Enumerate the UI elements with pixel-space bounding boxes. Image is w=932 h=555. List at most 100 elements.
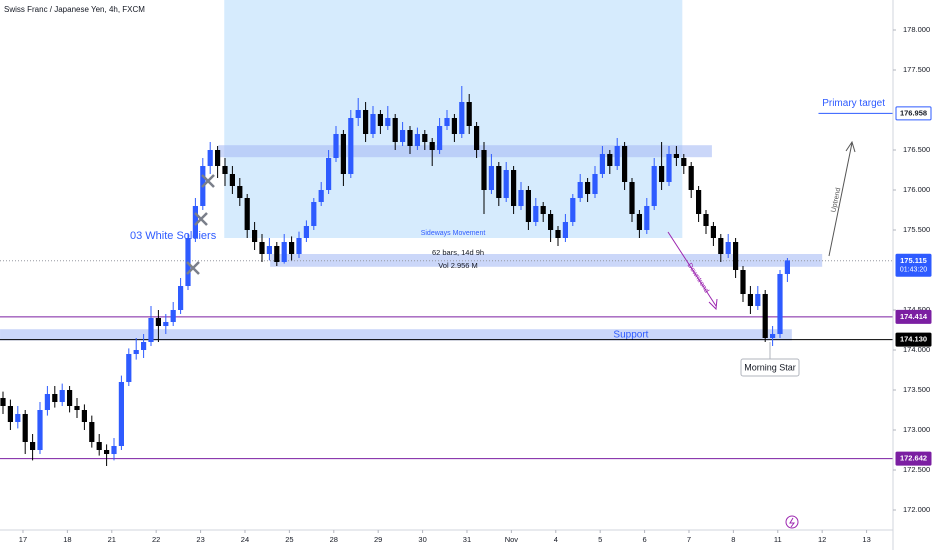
price-label: 174.414 bbox=[900, 312, 928, 321]
candle-body bbox=[755, 294, 761, 306]
x-tick-label: 7 bbox=[687, 535, 691, 544]
annotation: Sideways Movement bbox=[421, 230, 486, 237]
candle-body bbox=[762, 294, 768, 338]
candle-body bbox=[710, 226, 716, 238]
candle-body bbox=[681, 158, 687, 166]
x-tick-label: 17 bbox=[19, 535, 27, 544]
x-tick-label: 13 bbox=[862, 535, 870, 544]
candle-body bbox=[414, 134, 420, 146]
event-icon[interactable] bbox=[785, 515, 799, 529]
x-tick-label: 31 bbox=[463, 535, 471, 544]
price-label-box bbox=[895, 106, 932, 121]
candle-body bbox=[651, 166, 657, 206]
zone-label: Support bbox=[613, 329, 648, 340]
candle-body bbox=[629, 182, 635, 214]
event-icon-bolt bbox=[789, 517, 795, 528]
candle-body bbox=[570, 198, 576, 222]
x-tick-label: 21 bbox=[108, 535, 116, 544]
candle-body bbox=[518, 190, 524, 206]
annotation: Downtrend bbox=[686, 262, 710, 294]
candle-body bbox=[592, 174, 598, 194]
candle-body bbox=[673, 154, 679, 158]
candle-body bbox=[81, 410, 87, 422]
candle-body bbox=[155, 318, 161, 326]
candle-body bbox=[666, 154, 672, 182]
candle-body bbox=[215, 150, 221, 166]
candle-body bbox=[118, 382, 124, 446]
chart-title: Swiss Franc / Japanese Yen, 4h, FXCM bbox=[4, 5, 145, 14]
candle-body bbox=[585, 182, 591, 194]
candle-body bbox=[67, 390, 73, 406]
y-tick-label: 174.500 bbox=[903, 305, 930, 314]
candle-body bbox=[289, 242, 295, 254]
candle-body bbox=[696, 190, 702, 214]
x-tick-label: 4 bbox=[554, 535, 558, 544]
candle-body bbox=[644, 206, 650, 230]
candle-body bbox=[274, 246, 280, 262]
candle-body bbox=[96, 442, 102, 450]
candle-body bbox=[459, 102, 465, 134]
candle-body bbox=[488, 166, 494, 190]
candle-body bbox=[22, 414, 28, 442]
candle-body bbox=[296, 238, 302, 254]
x-tick-label: 18 bbox=[63, 535, 71, 544]
candle-body bbox=[266, 246, 272, 254]
y-tick-label: 177.500 bbox=[903, 65, 930, 74]
candle-body bbox=[244, 198, 250, 230]
candle-body bbox=[562, 222, 568, 238]
axes: 172.000 172.500 173.000 173.500 174.000 174.5… bbox=[19, 25, 932, 544]
cross bbox=[201, 174, 215, 188]
candle-body bbox=[44, 394, 50, 410]
candle-body bbox=[229, 174, 235, 186]
candle-body bbox=[348, 118, 354, 174]
candle-body bbox=[7, 406, 13, 422]
annotation: 03 White Soldiers bbox=[130, 230, 217, 242]
zones: Support bbox=[0, 0, 823, 341]
candle-body bbox=[207, 150, 213, 166]
downtrend-arrow bbox=[667, 231, 718, 311]
cross-markers bbox=[186, 174, 215, 275]
candle-body bbox=[659, 166, 665, 182]
candle-body bbox=[740, 270, 746, 294]
candle-body bbox=[451, 118, 457, 134]
candle-body bbox=[422, 134, 428, 142]
candle-body bbox=[718, 238, 724, 254]
candle-body bbox=[141, 342, 147, 350]
candle-body bbox=[614, 146, 620, 166]
x-tick-label: 23 bbox=[196, 535, 204, 544]
candle-body bbox=[466, 102, 472, 126]
x-tick-label: 30 bbox=[418, 535, 426, 544]
x-tick-label: 24 bbox=[241, 535, 249, 544]
candle-body bbox=[178, 286, 184, 310]
measure: Vol 2.956 M bbox=[438, 261, 478, 270]
candle-body bbox=[52, 394, 58, 402]
price-label: 174.130 bbox=[900, 335, 927, 344]
candle-body bbox=[170, 310, 176, 322]
y-tick-label: 172.500 bbox=[903, 465, 930, 474]
price-label-box bbox=[895, 451, 932, 466]
candle-body bbox=[481, 150, 487, 190]
candle-body bbox=[777, 274, 783, 334]
candle-body bbox=[281, 242, 287, 262]
candle-body bbox=[548, 214, 554, 230]
measure: 62 bars, 14d 9h bbox=[432, 248, 484, 257]
candle-body bbox=[355, 110, 361, 118]
candle-body bbox=[703, 214, 709, 226]
candle-body bbox=[59, 390, 65, 402]
candle-body bbox=[259, 242, 265, 254]
candle-body bbox=[577, 182, 583, 198]
x-tick-label: 28 bbox=[330, 535, 338, 544]
zone bbox=[0, 329, 792, 341]
price-label: 175.115 bbox=[900, 256, 927, 265]
candle-body bbox=[444, 118, 450, 126]
candle-body bbox=[407, 130, 413, 146]
y-tick-label: 178.000 bbox=[903, 25, 930, 34]
candle-body bbox=[474, 126, 480, 150]
candle-body bbox=[222, 166, 228, 174]
candle-body bbox=[252, 230, 258, 242]
price-label-box bbox=[895, 309, 932, 324]
candle-body bbox=[392, 118, 398, 142]
candle-body bbox=[370, 114, 376, 134]
candle-body bbox=[15, 414, 21, 422]
